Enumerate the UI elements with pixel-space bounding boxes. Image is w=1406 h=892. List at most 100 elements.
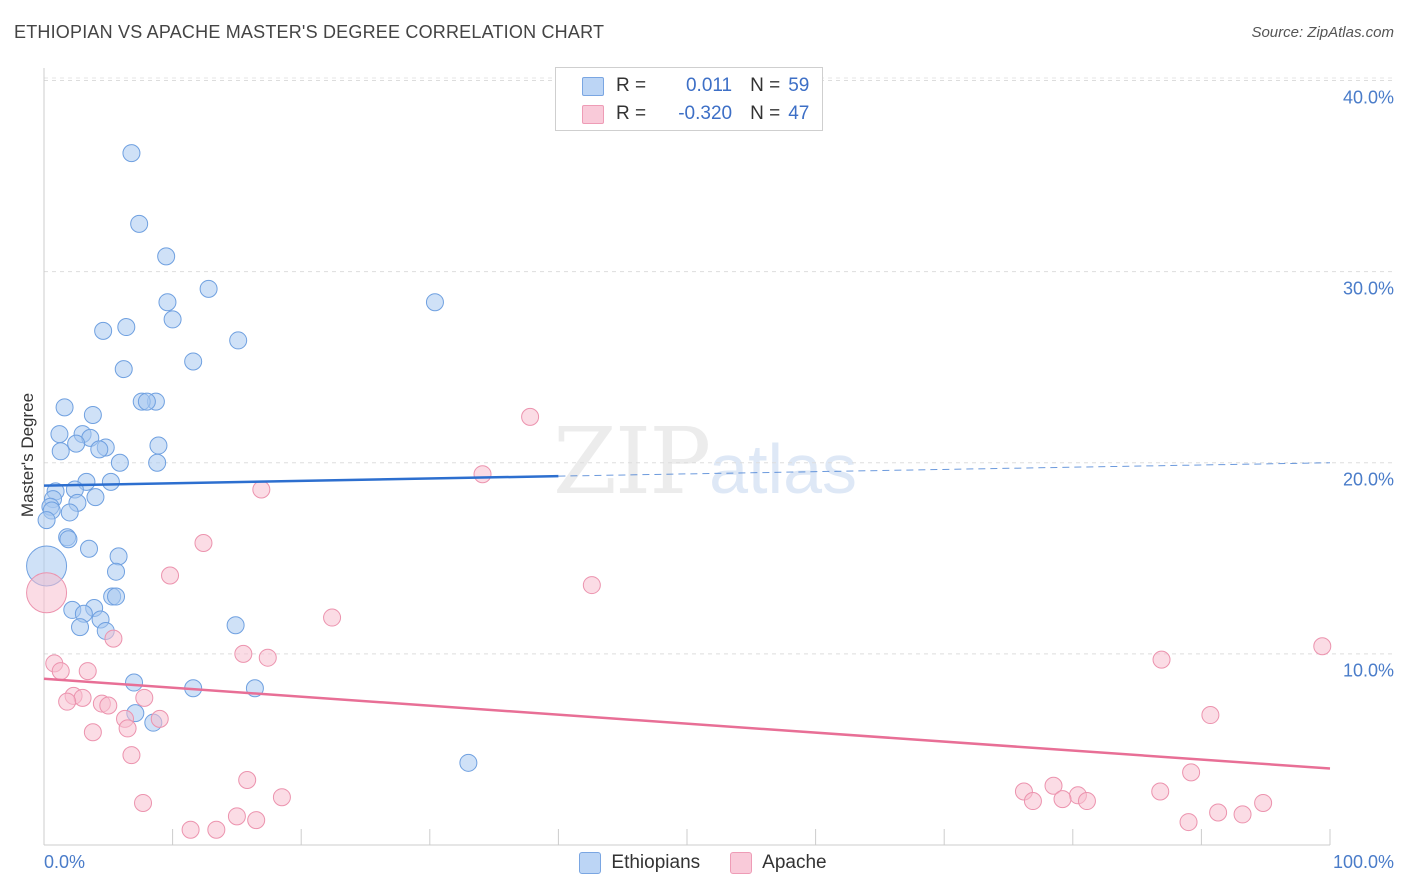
point-ethiopians [425,293,444,312]
point-ethiopians [149,436,168,455]
point-apache [272,788,291,807]
y-tick-10: 10.0% [1342,660,1394,681]
point-apache [26,572,68,614]
point-apache [1209,803,1228,822]
point-ethiopians [125,673,144,692]
legend-r-value: -0.320 [678,103,733,124]
legend-n-value: 47 [788,103,810,124]
point-apache [161,566,180,585]
point-apache [73,688,92,707]
point-apache [135,688,154,707]
point-apache [1023,792,1042,811]
trend-line-apache [43,677,1331,770]
point-apache [1182,763,1201,782]
point-apache [227,807,246,826]
stats-legend: R = 0.011 N = 59 R = -0.320 N = 47 [555,67,823,131]
trend-line-ethiopians-extension [558,462,1331,477]
point-ethiopians [199,279,218,298]
point-apache [1152,650,1171,669]
legend-n-label: N = [750,103,781,124]
point-apache [1053,790,1072,809]
point-apache [207,820,226,839]
point-apache [1313,637,1332,656]
legend-r-label: R = [616,103,647,124]
y-tick-20: 20.0% [1342,469,1394,490]
point-apache [1179,813,1198,832]
point-apache [1044,776,1063,795]
y-tick-30: 30.0% [1342,278,1394,299]
watermark-atlas: atlas [709,430,858,508]
point-ethiopians [158,293,177,312]
legend-n-label: N = [750,75,781,96]
point-ethiopians [107,562,126,581]
point-ethiopians [101,472,120,491]
legend-label-ethiopians: Ethiopians [611,852,701,873]
point-ethiopians [55,398,74,417]
point-apache [1233,805,1252,824]
point-ethiopians [37,511,56,530]
point-apache [122,746,141,765]
point-ethiopians [80,539,99,558]
point-ethiopians [110,453,129,472]
point-ethiopians [130,214,149,233]
point-apache [238,771,257,790]
point-ethiopians [50,425,69,444]
point-apache [1077,792,1096,811]
point-ethiopians [148,453,167,472]
point-ethiopians [90,440,109,459]
chart-title: ETHIOPIAN VS APACHE MASTER'S DEGREE CORR… [14,22,605,42]
watermark: ZIPatlas [553,408,857,515]
point-apache [83,723,102,742]
point-apache [1254,793,1273,812]
point-apache [78,662,97,681]
x-tick-max: 100.0% [1332,852,1394,872]
point-apache [99,696,118,715]
point-apache [258,648,277,667]
y-axis-label: Master's Degree [18,392,37,518]
watermark-zip: ZIP [553,408,711,515]
point-ethiopians [59,530,78,549]
legend-swatch-ethiopians [579,852,602,874]
point-ethiopians [83,405,102,424]
point-apache [150,709,169,728]
legend-n-value: 59 [788,75,810,96]
point-apache [134,793,153,812]
point-ethiopians [184,352,203,371]
point-ethiopians [122,144,141,163]
point-apache [323,608,342,627]
legend-item-apache: Apache [730,852,827,874]
legend-r-value: 0.011 [685,75,733,96]
point-ethiopians [60,503,79,522]
point-ethiopians [71,618,90,637]
point-apache [247,811,266,830]
point-apache [104,629,123,648]
point-ethiopians [226,616,245,635]
point-ethiopians [109,547,128,566]
y-tick-40: 40.0% [1342,87,1394,108]
point-ethiopians [114,360,133,379]
point-ethiopians [94,321,113,340]
point-ethiopians [86,488,105,507]
point-apache [181,820,200,839]
source-label: Source: ZipAtlas.com [1251,24,1394,41]
point-apache [51,662,70,681]
point-apache [252,480,271,499]
legend-item-ethiopians: Ethiopians [579,852,700,874]
point-ethiopians [67,434,86,453]
point-apache [582,576,601,595]
point-apache [521,407,540,426]
point-apache [1201,706,1220,725]
legend-row-ethiopians: R = 0.011 N = 59 [582,73,809,99]
point-ethiopians [157,247,176,266]
point-apache [194,534,213,553]
point-ethiopians [117,318,136,337]
point-apache [1151,782,1170,801]
point-ethiopians [163,310,182,329]
legend-row-apache: R = -0.320 N = 47 [582,101,809,127]
point-ethiopians [107,587,126,606]
legend-swatch-ethiopians [582,76,604,96]
point-apache [58,692,77,711]
legend-swatch-apache [582,104,604,124]
point-apache [473,465,492,484]
